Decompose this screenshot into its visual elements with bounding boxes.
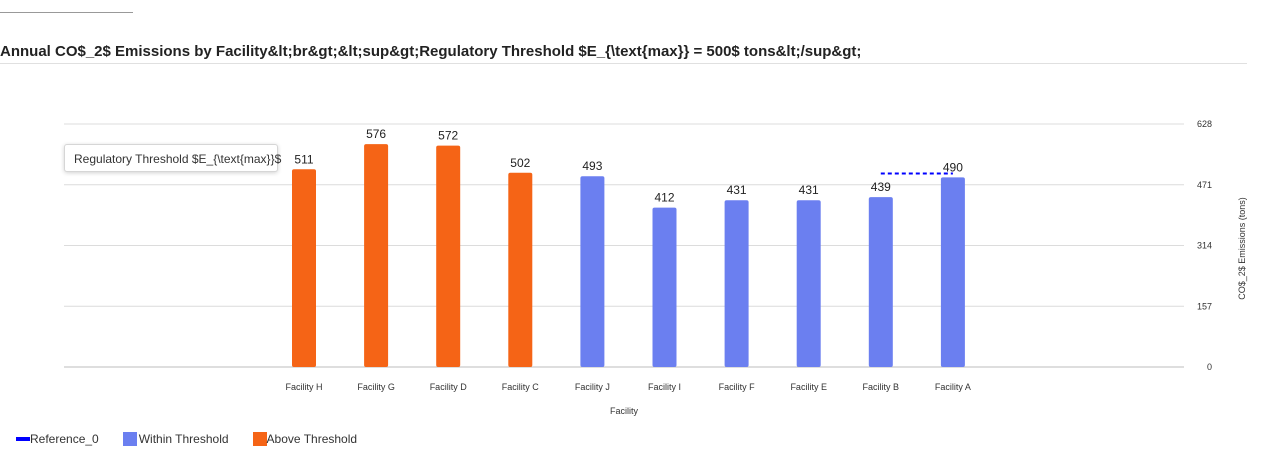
y-tick-label: 314 — [1197, 241, 1212, 251]
x-tick-label: Facility H — [285, 382, 322, 392]
x-tick-label: Facility D — [430, 382, 468, 392]
bar — [796, 200, 821, 367]
y-tick-label: 0 — [1207, 362, 1212, 372]
x-axis-label: Facility — [610, 406, 639, 416]
bar — [436, 145, 461, 367]
x-tick-label: Facility E — [790, 382, 827, 392]
bar-value-label: 572 — [438, 129, 458, 143]
legend-above-swatch — [252, 432, 267, 446]
y-tick-label: 471 — [1197, 180, 1212, 190]
y-axis-label: CO$_2$ Emissions (tons) — [1237, 197, 1247, 300]
bar — [364, 144, 389, 367]
x-tick-label: Facility F — [719, 382, 756, 392]
bar — [940, 177, 965, 367]
bar — [292, 169, 316, 367]
legend-above-label: Above Threshold — [266, 432, 358, 446]
bar — [868, 197, 893, 367]
legend-item-above[interactable]: Above Threshold — [252, 432, 358, 446]
x-tick-label: Facility C — [502, 382, 540, 392]
legend-reference-swatch — [16, 437, 30, 441]
title-divider — [0, 63, 1247, 64]
bar — [652, 207, 677, 367]
x-tick-label: Facility G — [357, 382, 395, 392]
top-rule — [0, 12, 133, 13]
bar-value-label: 490 — [943, 160, 963, 174]
legend-item-within[interactable]: Within Threshold — [122, 432, 229, 446]
bar-value-label: 439 — [871, 180, 891, 194]
bar-value-label: 431 — [799, 183, 819, 197]
bar-value-label: 502 — [510, 156, 530, 170]
bar-value-label: 431 — [727, 183, 747, 197]
bar-value-label: 576 — [366, 127, 386, 141]
bar — [724, 200, 749, 367]
bar-value-label: 493 — [582, 159, 602, 173]
threshold-tooltip: Regulatory Threshold $E_{\text{max}}$ — [64, 144, 281, 172]
bar-value-label: 511 — [294, 152, 313, 166]
bar-value-label: 412 — [654, 191, 674, 205]
chart-title: Annual CO$_2$ Emissions by Facility&lt;b… — [0, 43, 862, 60]
x-tick-label: Facility I — [648, 382, 681, 392]
y-tick-label: 628 — [1197, 119, 1212, 129]
legend-item-reference[interactable]: Reference_0 — [16, 432, 99, 446]
x-tick-label: Facility A — [935, 382, 971, 392]
bar — [508, 172, 533, 367]
legend-within-swatch — [122, 432, 137, 446]
legend: Reference_0 Within Threshold Above Thres… — [16, 431, 381, 447]
y-tick-label: 157 — [1197, 301, 1212, 311]
legend-reference-label: Reference_0 — [30, 432, 99, 446]
legend-within-label: Within Threshold — [138, 432, 229, 446]
bar — [580, 176, 605, 367]
x-tick-label: Facility J — [575, 382, 610, 392]
x-tick-label: Facility B — [863, 382, 900, 392]
